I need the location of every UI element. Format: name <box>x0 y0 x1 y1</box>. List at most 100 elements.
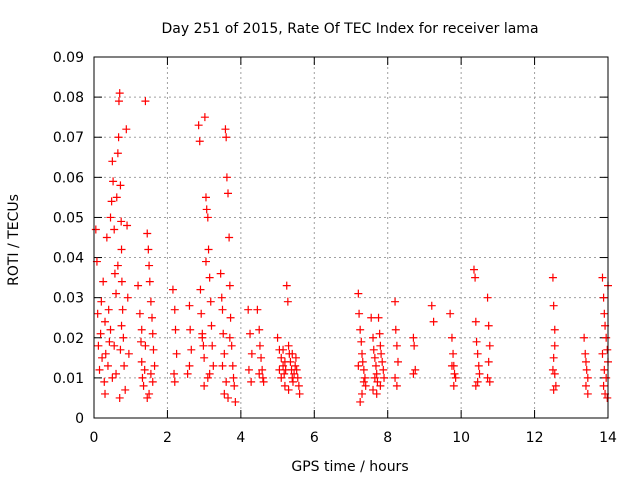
data-point <box>392 381 401 390</box>
data-point <box>96 329 105 338</box>
data-point <box>449 381 458 390</box>
data-point <box>144 245 153 254</box>
data-point <box>114 133 123 142</box>
data-point <box>380 373 389 382</box>
data-point <box>447 333 456 342</box>
data-point <box>483 293 492 302</box>
data-point <box>358 389 367 398</box>
data-point <box>172 349 181 358</box>
data-point <box>209 361 218 370</box>
data-point <box>120 361 129 370</box>
data-point <box>217 293 226 302</box>
data-point <box>222 133 231 142</box>
data-point <box>354 361 363 370</box>
plot-frame <box>93 56 609 419</box>
data-point <box>291 353 300 362</box>
data-point <box>484 357 493 366</box>
data-point <box>99 277 108 286</box>
y-tick-label: 0.04 <box>53 251 84 267</box>
data-point <box>369 345 378 354</box>
data-point <box>185 361 194 370</box>
data-point <box>107 197 116 206</box>
data-point <box>371 361 380 370</box>
data-point <box>202 205 211 214</box>
data-point <box>280 369 289 378</box>
data-point <box>112 369 121 378</box>
data-point <box>279 345 288 354</box>
data-point <box>145 261 154 270</box>
y-tick-label: 0.05 <box>53 210 84 226</box>
data-point <box>410 341 419 350</box>
data-point <box>116 181 125 190</box>
data-point <box>367 313 376 322</box>
y-tick-label: 0.07 <box>53 130 84 146</box>
data-point <box>199 341 208 350</box>
data-point <box>370 373 379 382</box>
data-point <box>255 325 264 334</box>
data-point <box>135 309 144 318</box>
data-point <box>293 373 302 382</box>
data-point <box>113 261 122 270</box>
data-point <box>485 377 494 386</box>
data-point <box>220 349 229 358</box>
data-point <box>581 357 590 366</box>
data-point <box>146 369 155 378</box>
data-point <box>140 365 149 374</box>
data-point <box>391 325 400 334</box>
data-point <box>393 357 402 366</box>
data-point <box>469 265 478 274</box>
data-point <box>247 349 256 358</box>
data-point <box>581 381 590 390</box>
data-point <box>110 341 119 350</box>
data-point <box>273 333 282 342</box>
data-point <box>244 305 253 314</box>
data-point <box>472 337 481 346</box>
data-point <box>113 149 122 158</box>
data-point <box>391 297 400 306</box>
data-point <box>283 297 292 306</box>
data-point <box>106 325 115 334</box>
data-point <box>101 389 110 398</box>
data-point <box>186 325 195 334</box>
data-point <box>207 321 216 330</box>
data-point <box>451 373 460 382</box>
data-point <box>376 341 385 350</box>
data-point <box>114 97 123 106</box>
data-point <box>582 365 591 374</box>
data-point <box>95 365 104 374</box>
data-point <box>391 373 400 382</box>
data-point <box>221 125 230 134</box>
data-point <box>258 365 267 374</box>
data-point <box>201 193 210 202</box>
data-point <box>230 381 239 390</box>
data-point <box>599 293 608 302</box>
data-point <box>225 333 234 342</box>
data-point <box>446 309 455 318</box>
data-point <box>185 301 194 310</box>
x-tick-label: 8 <box>383 430 392 446</box>
data-point <box>373 377 382 386</box>
data-point <box>288 349 297 358</box>
data-point <box>222 173 231 182</box>
x-tick-label: 4 <box>236 430 245 446</box>
data-point <box>168 285 177 294</box>
data-point <box>375 329 384 338</box>
data-point <box>483 373 492 382</box>
data-point <box>471 381 480 390</box>
data-point <box>203 373 212 382</box>
y-tick-label: 0 <box>75 411 84 427</box>
data-point <box>257 353 266 362</box>
data-point <box>205 369 214 378</box>
data-point <box>258 373 267 382</box>
y-axis-label: ROTI / TECUs <box>6 194 22 286</box>
data-point <box>137 325 146 334</box>
data-point <box>103 361 112 370</box>
data-point <box>379 365 388 374</box>
data-point <box>286 357 295 366</box>
data-point <box>218 305 227 314</box>
data-point <box>170 369 179 378</box>
data-point <box>247 377 256 386</box>
data-point <box>280 381 289 390</box>
data-point <box>599 381 608 390</box>
data-point <box>473 377 482 386</box>
